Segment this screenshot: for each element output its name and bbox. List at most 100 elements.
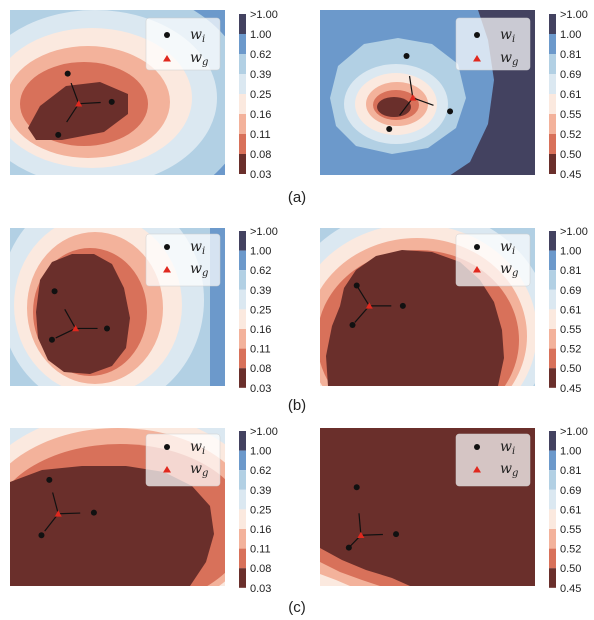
colorbar-tick-label: 0.50 xyxy=(560,363,581,375)
colorbar-tick-label: 0.16 xyxy=(250,524,271,536)
colorbar-tick-label: 0.69 xyxy=(560,69,581,81)
colorbar-tick-label: 0.45 xyxy=(560,583,581,595)
svg-text:wi: wi xyxy=(500,27,515,45)
colorbar-swatch xyxy=(239,270,246,290)
legend-global-marker xyxy=(473,55,481,62)
colorbar-swatch xyxy=(549,231,556,251)
client-edge xyxy=(70,82,80,104)
contour-field xyxy=(10,428,225,586)
legend-client-label: w xyxy=(190,27,202,43)
colorbar-tick-label: 0.39 xyxy=(250,285,271,297)
contour-band xyxy=(36,254,130,374)
panel-markers xyxy=(345,484,400,551)
colorbar-tick-label: 0.55 xyxy=(560,324,581,336)
global-model-point xyxy=(409,94,417,101)
panel-a-left: wi wg >1.00 1.00 0.62 0.39 0.25 0.16 0.1… xyxy=(10,9,278,181)
panel-markers xyxy=(349,282,406,329)
colorbar-swatch xyxy=(549,568,556,588)
legend-global-sub: g xyxy=(512,57,518,68)
client-point xyxy=(447,108,454,115)
colorbar-tick-label: 0.45 xyxy=(560,383,581,395)
colorbar-swatch xyxy=(239,368,246,388)
markers-layer xyxy=(38,52,454,551)
legend-client-marker xyxy=(164,244,170,250)
colorbar-swatch xyxy=(239,450,246,471)
colorbar-tick-label: 0.50 xyxy=(560,563,581,575)
client-edge xyxy=(78,101,101,105)
colorbar-swatch xyxy=(239,509,246,529)
panel-c-left: wi wg >1.00 1.00 0.62 0.39 0.25 0.16 0.1… xyxy=(10,426,278,595)
contour-band xyxy=(10,466,214,586)
svg-text:wg: wg xyxy=(500,261,518,279)
colorbar-tick-label: 0.11 xyxy=(250,129,271,141)
legend-global-label: w xyxy=(190,461,202,477)
colorbar-tick-label: 0.61 xyxy=(560,89,581,101)
colorbar-swatch xyxy=(549,470,556,490)
legend-global-label: w xyxy=(190,261,202,277)
client-edge xyxy=(55,327,76,339)
panel-b-left: wi wg >1.00 1.00 0.62 0.39 0.25 0.16 0.1… xyxy=(10,226,278,395)
global-model-point xyxy=(357,531,365,539)
client-point xyxy=(64,70,71,77)
legend-global-sub: g xyxy=(202,268,208,279)
legend-global-label: w xyxy=(500,461,512,477)
colorbar-swatch xyxy=(239,568,246,588)
panel-c-right: wi wg >1.00 1.00 0.81 0.69 0.61 0.55 0.5… xyxy=(320,426,588,595)
colorbar-tick-label: 0.08 xyxy=(250,563,271,575)
client-edge xyxy=(357,286,370,307)
colorbar: >1.00 1.00 0.81 0.69 0.61 0.55 0.52 0.50… xyxy=(549,9,588,181)
colorbar-tick-label: 1.00 xyxy=(250,246,271,258)
colorbar-tick-label: 0.55 xyxy=(560,109,581,121)
colorbar-tick-label: >1.00 xyxy=(250,426,278,438)
colorbar-tick-label: >1.00 xyxy=(250,9,278,21)
legend-global-sub: g xyxy=(512,268,518,279)
colorbar-tick-label: 0.08 xyxy=(250,149,271,161)
colorbar-tick-label: 0.52 xyxy=(560,129,581,141)
colorbar-tick-label: 0.03 xyxy=(250,583,271,595)
legend-global-label: w xyxy=(500,261,512,277)
colorbar-tick-label: 0.62 xyxy=(250,465,271,477)
colorbar-swatch xyxy=(549,289,556,310)
svg-text:wg: wg xyxy=(190,461,208,479)
colorbar-swatch xyxy=(239,154,246,174)
colorbar-swatch xyxy=(549,250,556,271)
client-point xyxy=(353,484,360,491)
client-point xyxy=(48,336,55,343)
colorbar-swatch xyxy=(239,114,246,134)
colorbar-tick-label: 0.11 xyxy=(250,544,271,556)
colorbar-tick-label: 0.45 xyxy=(560,169,581,181)
contour-band xyxy=(28,82,128,140)
colorbar-swatch xyxy=(549,548,556,569)
colorbar-tick-label: 0.69 xyxy=(560,485,581,497)
colorbar-swatch xyxy=(239,309,246,329)
colorbar-tick-label: 0.03 xyxy=(250,169,271,181)
colorbar-tick-label: 1.00 xyxy=(560,246,581,258)
colorbar-tick-label: 1.00 xyxy=(560,446,581,458)
svg-text:wi: wi xyxy=(500,239,515,257)
colorbar-tick-label: 0.62 xyxy=(250,49,271,61)
client-point xyxy=(353,282,360,289)
panel-markers xyxy=(48,288,111,343)
legend-global-marker xyxy=(473,266,481,273)
panel-markers xyxy=(55,70,115,138)
client-point xyxy=(386,126,393,133)
colorbar-swatch xyxy=(549,489,556,510)
colorbar-tick-label: 0.55 xyxy=(560,524,581,536)
legend-global-marker xyxy=(163,266,171,273)
svg-text:wi: wi xyxy=(190,239,205,257)
colorbar: >1.00 1.00 0.62 0.39 0.25 0.16 0.11 0.08… xyxy=(239,226,278,395)
colorbar-swatch xyxy=(239,94,246,114)
colorbar: >1.00 1.00 0.81 0.69 0.61 0.55 0.52 0.50… xyxy=(549,426,588,595)
colorbar-tick-label: 0.25 xyxy=(250,504,271,516)
legend-client-label: w xyxy=(190,239,202,255)
legend-global-sub: g xyxy=(202,468,208,479)
client-point xyxy=(349,322,356,329)
client-point xyxy=(46,476,53,483)
global-model-point xyxy=(365,302,373,309)
client-edge xyxy=(64,308,77,329)
client-point xyxy=(104,325,111,332)
colorbar-swatch xyxy=(239,470,246,490)
colorbar-swatch xyxy=(549,509,556,529)
colorbar-tick-label: 0.39 xyxy=(250,485,271,497)
caption-c: (c) xyxy=(288,599,306,616)
